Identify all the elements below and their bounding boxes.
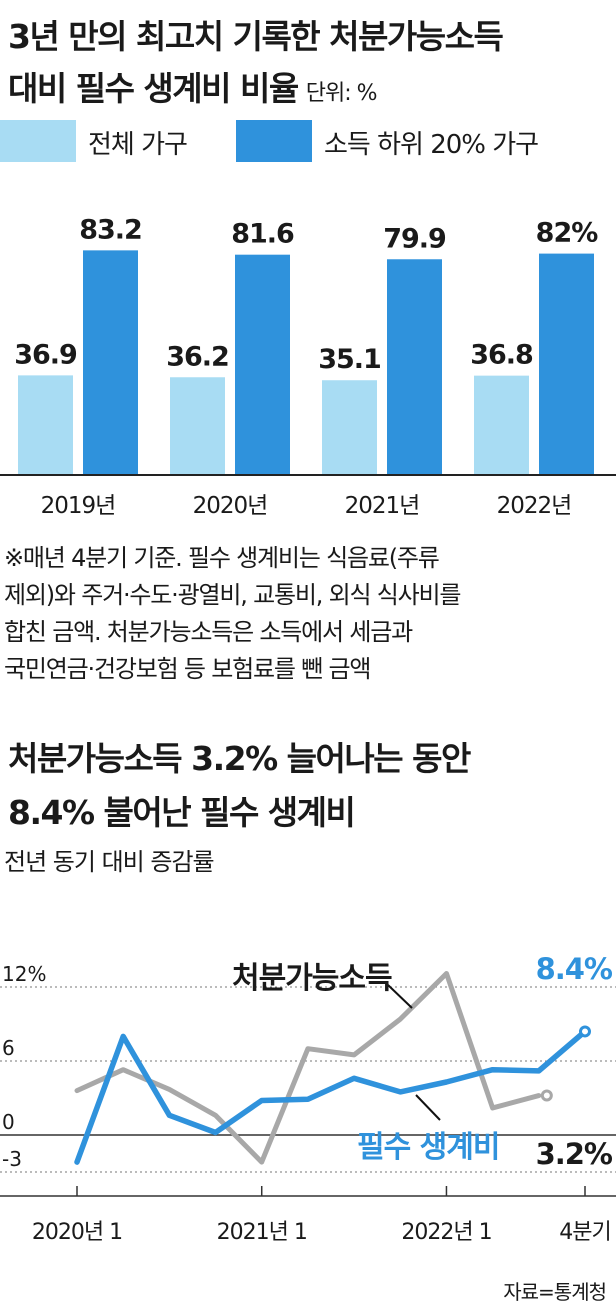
x-tick-label: 2022년 1 <box>401 1220 491 1245</box>
chart1-unit: 단위: % <box>305 81 378 106</box>
bar-value-label: 83.2 <box>79 214 142 245</box>
bar-all-2022년 <box>474 375 529 475</box>
bar-chart: 36.9 83.2 2019년 36.2 81.6 2020년 35.1 79.9 2021년 3… <box>0 214 616 519</box>
legend-label-bottom20: 소득 하위 20% 가구 <box>324 130 539 160</box>
bar-all-2021년 <box>322 380 377 475</box>
x-tick-label: 4분기 <box>559 1220 610 1245</box>
income-series-label: 처분가능소득 <box>232 961 392 996</box>
bar-value-label: 82% <box>536 218 599 249</box>
source-credit: 자료=통계청 <box>503 1280 607 1304</box>
legend-swatch-bottom20 <box>236 120 312 162</box>
x-tick-label: 2022년 <box>497 493 572 519</box>
living-label-leader <box>415 1094 441 1121</box>
footnote-line: ※매년 4분기 기준. 필수 생계비는 식음료(주류 <box>4 544 440 572</box>
footnote-line: 제외)와 주거·수도·광열비, 교통비, 외식 식사비를 <box>4 581 462 609</box>
income-end-value: 3.2% <box>536 1137 613 1171</box>
x-tick-label: 2021년 <box>345 493 420 519</box>
chart1-title-line2-text: 대비 필수 생계비 비율 <box>8 69 299 108</box>
bar-all-2020년 <box>170 377 225 475</box>
chart2-title-line2: 8.4% 불어난 필수 생계비 <box>8 793 356 832</box>
bar-value-label: 36.9 <box>14 339 77 370</box>
chart2-subtitle: 전년 동기 대비 증감률 <box>4 848 215 876</box>
living-end-value: 8.4% <box>536 952 613 986</box>
y-tick-label: 0 <box>2 1110 15 1134</box>
x-tick-label: 2021년 1 <box>217 1220 307 1245</box>
y-tick-label: -3 <box>2 1147 22 1171</box>
bar-value-label: 35.1 <box>318 344 381 375</box>
x-tick-label: 2019년 <box>41 493 116 519</box>
chart2-title-line1: 처분가능소득 3.2% 늘어나는 동안 <box>8 739 471 778</box>
bar-bottom20-2019년 <box>83 250 138 475</box>
footnote-line: 국민연금·건강보험 등 보험료를 뺀 금액 <box>4 655 371 683</box>
bar-value-label: 36.8 <box>470 340 533 371</box>
bar-bottom20-2021년 <box>387 259 442 475</box>
living-series-label: 필수 생계비 <box>357 1130 499 1165</box>
bar-bottom20-2020년 <box>235 254 290 475</box>
living-cost-end-marker <box>579 1025 591 1038</box>
living-cost-line <box>74 1028 588 1165</box>
y-tick-label: 12% <box>2 962 46 986</box>
income-line <box>74 971 542 1165</box>
income-end-marker <box>540 1089 553 1102</box>
bar-value-label: 36.2 <box>166 341 229 372</box>
chart1-title-line2: 대비 필수 생계비 비율 단위: % <box>8 62 378 110</box>
bar-all-2019년 <box>18 375 73 475</box>
chart1-footnote: ※매년 4분기 기준. 필수 생계비는 식음료(주류 제외)와 주거·수도·광열… <box>4 540 612 688</box>
chart1-legend: 전체 가구 소득 하위 20% 가구 <box>0 120 616 162</box>
legend-swatch-all-households <box>0 120 76 162</box>
y-tick-label: 6 <box>2 1036 15 1060</box>
footnote-line: 합친 금액. 처분가능소득은 소득에서 세금과 <box>4 618 413 646</box>
chart1-title-line1: 3년 만의 최고치 기록한 처분가능소득 <box>8 17 504 56</box>
income-label-leader <box>387 984 413 1009</box>
x-tick-label: 2020년 <box>193 493 268 519</box>
x-tick-label: 2020년 1 <box>32 1220 122 1245</box>
line-chart: 12% 6 0 -3 2020년 1 2021년 1 2022년 1 4분기 처분가능소득필수 … <box>0 952 616 1245</box>
bar-value-label: 79.9 <box>383 223 446 254</box>
bar-bottom20-2022년 <box>539 253 594 475</box>
bar-value-label: 81.6 <box>231 219 294 250</box>
legend-label-all-households: 전체 가구 <box>88 130 188 160</box>
